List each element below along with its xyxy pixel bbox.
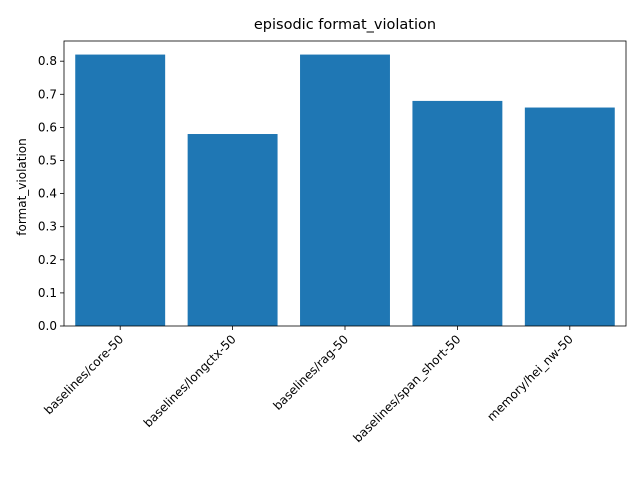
y-axis: 0.0 0.1 0.2 0.3 0.4 0.5 0.6 0.7 0.8 (38, 54, 64, 333)
y-tick-label-8: 0.8 (38, 54, 57, 68)
y-tick-label-4: 0.4 (38, 187, 57, 201)
bar-2 (300, 54, 390, 326)
x-axis: baselines/core-50 baselines/longctx-50 bas… (41, 326, 576, 445)
x-tick-label-3: baselines/span_short-50 (351, 332, 464, 445)
bar-1 (187, 134, 278, 326)
x-tick-label-0: baselines/core-50 (41, 332, 126, 417)
y-tick-label-6: 0.6 (38, 120, 57, 134)
y-tick-label-1: 0.1 (38, 286, 57, 300)
x-tick-label-4: memory/hei_nw-50 (484, 332, 576, 424)
y-tick-label-5: 0.5 (38, 153, 57, 167)
x-tick-label-1: baselines/longctx-50 (141, 332, 239, 430)
bar-0 (75, 54, 166, 326)
bar-4 (524, 107, 615, 326)
x-tick-label-2: baselines/rag-50 (270, 332, 351, 413)
y-tick-label-0: 0.0 (38, 319, 57, 333)
y-tick-label-7: 0.7 (38, 87, 57, 101)
axes-border (63, 40, 627, 327)
plot-frame (63, 40, 627, 327)
y-axis-label: format_violation (15, 138, 29, 236)
y-tick-label-2: 0.2 (38, 253, 57, 267)
bar-3 (412, 100, 503, 326)
chart-title: episodic format_violation (254, 17, 436, 33)
y-tick-label-3: 0.3 (38, 220, 57, 234)
bars-group (75, 54, 615, 326)
